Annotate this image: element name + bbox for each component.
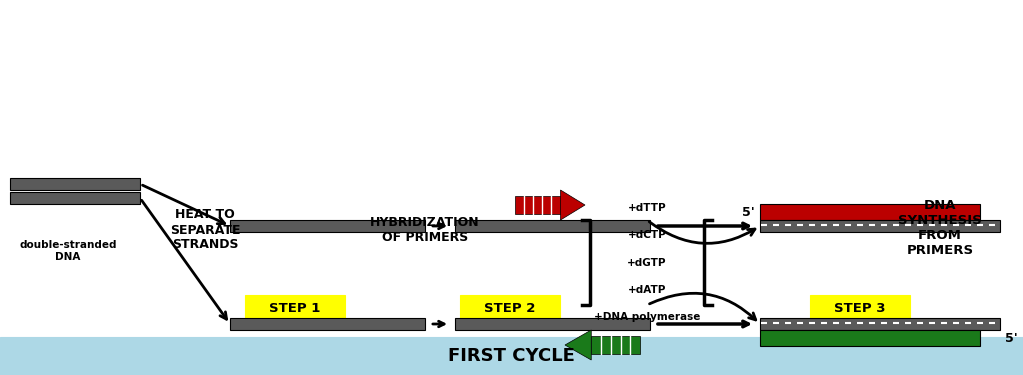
Bar bbox=[455, 220, 650, 232]
Text: 5': 5' bbox=[1005, 332, 1018, 345]
Bar bbox=[10, 192, 140, 204]
Bar bbox=[230, 318, 425, 330]
Text: FIRST CYCLE: FIRST CYCLE bbox=[448, 347, 575, 365]
Bar bbox=[591, 336, 640, 354]
Text: +DNA polymerase: +DNA polymerase bbox=[593, 312, 700, 322]
Text: double-stranded
DNA: double-stranded DNA bbox=[19, 240, 117, 262]
Bar bbox=[760, 318, 1000, 330]
Bar bbox=[760, 220, 1000, 232]
Polygon shape bbox=[565, 330, 591, 360]
Bar bbox=[760, 204, 980, 220]
Text: DNA
SYNTHESIS
FROM
PRIMERS: DNA SYNTHESIS FROM PRIMERS bbox=[898, 199, 982, 257]
Text: +dTTP: +dTTP bbox=[628, 203, 666, 213]
Text: STEP 3: STEP 3 bbox=[834, 303, 886, 315]
Bar bbox=[455, 318, 650, 330]
Bar bbox=[0, 337, 1023, 375]
Text: 5': 5' bbox=[743, 206, 755, 219]
Text: STEP 1: STEP 1 bbox=[269, 303, 320, 315]
Text: HEAT TO
SEPARATE
STRANDS: HEAT TO SEPARATE STRANDS bbox=[170, 209, 240, 252]
Bar bbox=[515, 196, 561, 214]
Bar bbox=[244, 295, 345, 323]
Text: STEP 2: STEP 2 bbox=[484, 303, 536, 315]
Text: +dATP: +dATP bbox=[628, 285, 666, 295]
Bar bbox=[460, 295, 560, 323]
Bar bbox=[10, 178, 140, 190]
Bar bbox=[810, 295, 910, 323]
Text: +dGTP: +dGTP bbox=[627, 258, 667, 267]
Bar bbox=[230, 220, 425, 232]
Text: +dCTP: +dCTP bbox=[628, 230, 666, 240]
Bar bbox=[760, 330, 980, 346]
Text: HYBRIDIZATION
OF PRIMERS: HYBRIDIZATION OF PRIMERS bbox=[370, 216, 480, 244]
Polygon shape bbox=[561, 190, 585, 220]
